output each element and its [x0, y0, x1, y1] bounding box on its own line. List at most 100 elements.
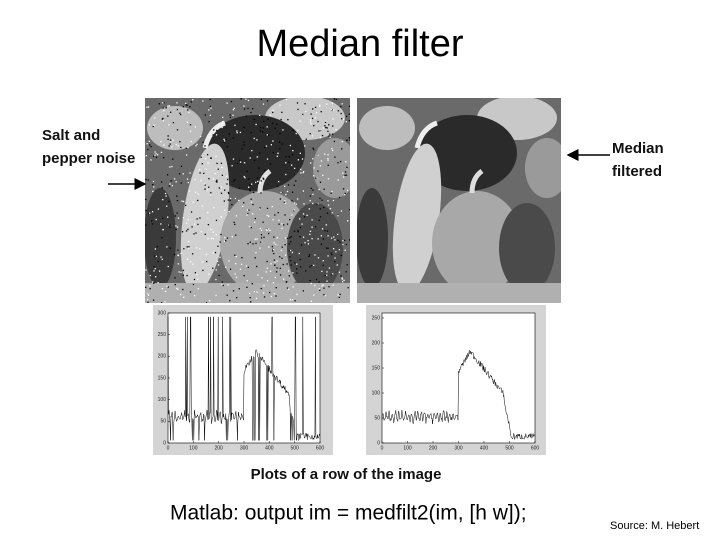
noise-dot [273, 292, 276, 295]
noise-dot [266, 229, 268, 231]
noise-dot [312, 147, 314, 149]
noise-dot [168, 185, 171, 187]
noise-dot [282, 278, 285, 280]
noise-dot [274, 127, 276, 129]
noise-dot [228, 133, 230, 135]
noise-dot [309, 121, 312, 123]
noise-dot [254, 257, 256, 259]
noise-dot [146, 106, 148, 108]
noise-dot [313, 124, 315, 127]
noise-dot [296, 272, 298, 274]
noise-dot [332, 199, 335, 202]
noise-dot [271, 250, 274, 252]
noise-dot [145, 286, 147, 289]
noise-dot [287, 184, 290, 186]
noise-dot [287, 119, 289, 121]
noise-dot [227, 284, 229, 286]
noise-dot [331, 273, 333, 276]
noise-dot [305, 138, 307, 140]
noise-dot [328, 286, 330, 288]
noise-dot [340, 105, 342, 108]
noise-dot [250, 198, 252, 200]
noise-dot [278, 223, 280, 225]
noise-dot [263, 236, 265, 238]
noise-dot [147, 106, 150, 108]
noise-dot [331, 212, 333, 214]
noise-dot [252, 243, 254, 245]
noise-dot [148, 140, 150, 143]
noise-dot [299, 236, 301, 238]
noise-dot [300, 172, 302, 174]
noise-dot [332, 125, 334, 127]
noise-dot [154, 268, 156, 270]
noise-dot [204, 184, 206, 186]
noise-dot [157, 154, 159, 156]
noise-dot [259, 114, 261, 116]
noise-dot [186, 258, 189, 260]
noise-dot [254, 238, 257, 240]
noise-dot [331, 102, 333, 104]
noise-dot [253, 137, 255, 140]
noise-dot [145, 178, 147, 181]
noise-dot [157, 281, 159, 284]
noise-dot [214, 251, 217, 254]
noise-dot [199, 217, 201, 219]
noise-dot [299, 226, 302, 229]
left-label: pepper noise [42, 150, 135, 167]
noise-dot [193, 233, 195, 235]
noise-dot [215, 269, 217, 271]
noise-dot [201, 205, 203, 207]
noise-dot [216, 260, 219, 263]
noise-dot [281, 223, 283, 225]
noise-dot [166, 246, 168, 248]
noise-dot [195, 247, 198, 249]
noise-dot [322, 260, 324, 262]
noise-dot [281, 191, 283, 193]
noise-dot [294, 300, 296, 302]
noise-dot [293, 209, 296, 211]
noise-dot [265, 229, 268, 231]
noise-dot [256, 238, 258, 240]
noise-dot [177, 263, 179, 265]
noise-dot [324, 274, 326, 277]
noise-dot [321, 270, 323, 273]
noise-dot [189, 172, 191, 174]
noise-dot [185, 222, 188, 224]
noise-dot [176, 108, 179, 111]
noise-dot [192, 283, 195, 286]
noise-dot [285, 281, 287, 283]
noise-dot [196, 143, 198, 146]
noise-dot [312, 108, 314, 110]
noise-dot [227, 178, 229, 181]
noise-dot [256, 139, 258, 141]
noise-dot [221, 283, 223, 286]
noise-dot [276, 155, 279, 157]
noise-dot [259, 182, 262, 184]
noise-dot [321, 285, 323, 287]
noise-dot [234, 197, 237, 200]
noise-dot [317, 154, 319, 156]
noise-dot [155, 156, 158, 159]
noise-dot [147, 294, 150, 297]
noise-dot [338, 271, 341, 273]
noise-dot [166, 205, 168, 207]
noise-dot [160, 302, 163, 303]
noise-dot [162, 102, 164, 104]
noise-dot [207, 223, 210, 226]
noise-dot [309, 233, 311, 235]
noise-dot [252, 203, 254, 206]
noise-dot [295, 203, 297, 205]
noise-dot [154, 276, 157, 278]
noise-dot [311, 219, 313, 221]
noise-dot [220, 186, 223, 188]
noise-dot [324, 125, 326, 127]
noise-dot [154, 151, 156, 153]
x-tick-label: 200 [214, 445, 223, 451]
noise-dot [152, 184, 154, 186]
noise-dot [243, 126, 245, 129]
noise-dot [339, 293, 341, 296]
noise-dot [313, 264, 315, 266]
noise-dot [341, 148, 343, 150]
noise-dot [327, 159, 329, 161]
noise-dot [164, 301, 166, 303]
